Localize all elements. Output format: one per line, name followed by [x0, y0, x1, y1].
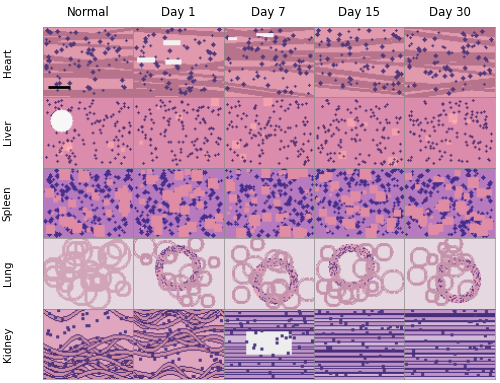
Text: Kidney: Kidney	[2, 326, 12, 362]
Text: Lung: Lung	[2, 261, 12, 286]
Text: Day 7: Day 7	[252, 6, 286, 18]
Text: Day 1: Day 1	[161, 6, 196, 18]
Text: Day 15: Day 15	[338, 6, 380, 18]
Text: Day 30: Day 30	[429, 6, 470, 18]
Text: Liver: Liver	[2, 120, 12, 145]
Text: Heart: Heart	[2, 47, 12, 77]
Text: Normal: Normal	[66, 6, 109, 18]
Text: Spleen: Spleen	[2, 185, 12, 221]
